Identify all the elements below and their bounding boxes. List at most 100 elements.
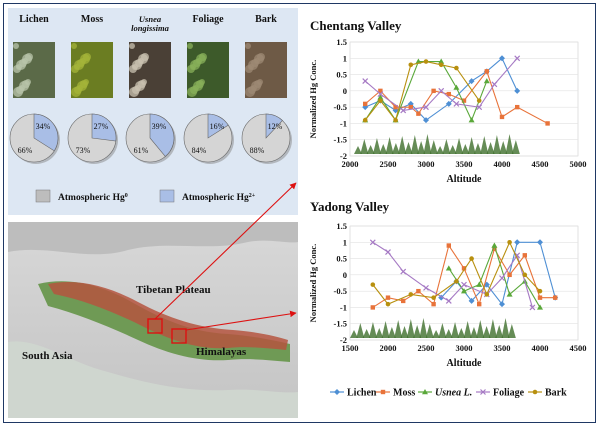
series-point-0-3-1 (377, 91, 384, 98)
chart-xtick-0-5: 4500 (532, 159, 549, 169)
chentang-chart: -2 -1.5 -1 -0.5 0 0.5 1 1.5 2000 2500 3000 3500 4000… (308, 37, 587, 185)
chart-tree-0 (480, 136, 489, 154)
series-point-1-4-6 (484, 292, 490, 297)
chart-tree-0 (486, 142, 495, 154)
legend-item-3: Foliage (476, 388, 525, 399)
pie-label-top-1: 27% (94, 122, 109, 131)
specimen-photo-texture-4 (245, 43, 251, 49)
specimen-label-0: Lichen (19, 14, 49, 25)
series-point-0-1-8 (484, 69, 489, 74)
series-1-3 (369, 239, 536, 311)
pie-legend: Atmospheric Hg0 Atmospheric Hg2+ (35, 189, 256, 203)
series-0-4 (362, 59, 482, 123)
series-point-1-1-10 (522, 253, 527, 258)
series-point-1-3-5 (461, 281, 467, 288)
specimen-photo-texture-1 (83, 53, 91, 61)
chart-ytick-0-1: -1.5 (334, 135, 347, 145)
series-point-0-1-2 (393, 104, 398, 110)
pie-legend-hg2-swatch (159, 189, 175, 203)
pie-4: 12% 88% (241, 113, 292, 164)
chart-title-chentang: Chentang Valley (310, 18, 402, 33)
series-point-0-4-1 (378, 98, 383, 103)
series-point-0-0-4 (423, 117, 429, 124)
specimen-label-4: Bark (255, 14, 277, 25)
chart-tree-0 (455, 138, 464, 154)
chart-xtick-1-6: 4500 (570, 343, 587, 353)
pie-hg2-slice-2 (149, 113, 175, 157)
chart-trees-0 (354, 134, 520, 154)
chart-tree-1 (476, 320, 485, 338)
series-point-1-0-5 (514, 239, 521, 246)
chart-ytick-0-4: 0 (343, 86, 347, 96)
chart-tree-1 (432, 330, 441, 338)
legend-item-2: Usnea L. (418, 388, 472, 399)
chart-tree-1 (419, 318, 428, 338)
pie-hg2-slice-3 (207, 113, 229, 139)
pie-label-bottom-1: 73% (76, 146, 91, 155)
legend-label-0: Lichen (347, 388, 377, 399)
specimen-photo-texture-2 (141, 79, 147, 85)
series-point-1-1-12 (553, 295, 558, 300)
chart-tree-0 (360, 139, 369, 154)
specimen-photo-texture-0 (25, 53, 33, 61)
chart-tree-1 (350, 330, 358, 338)
pie-hg2-slice-1 (91, 113, 117, 142)
chart-ytick-0-6: 1 (343, 53, 347, 63)
map-lowland (8, 341, 298, 418)
specimen-label-2: Usnea (139, 14, 162, 24)
specimen-photo-1 (71, 42, 113, 98)
specimen-photo-texture-3 (199, 53, 207, 61)
pie-0: 34% 66% (9, 113, 60, 164)
figure-frame (3, 3, 596, 423)
pie-legend-hg2-label: Atmospheric Hg2+ (182, 193, 256, 203)
chart-tree-0 (492, 135, 501, 154)
series-line-0-2 (364, 60, 488, 122)
chart-tree-1 (482, 326, 491, 338)
chart-xtick-1-4: 3500 (494, 343, 511, 353)
series-point-1-3-3 (423, 284, 429, 291)
chart-tree-0 (423, 134, 432, 154)
chart-ylabel-1: Normalized Hg Conc. (308, 244, 318, 323)
yadong-box (171, 328, 187, 344)
series-point-0-1-4 (416, 111, 421, 116)
series-line-1-0 (440, 241, 556, 306)
specimen-photo-texture-2 (141, 53, 149, 61)
chart-tree-1 (375, 328, 384, 338)
chart-xlabel-0: Altitude (447, 174, 483, 185)
chart-tree-1 (495, 325, 504, 338)
series-point-1-4-5 (469, 256, 474, 261)
series-point-0-4-5 (438, 62, 444, 68)
legend-item-0: Lichen (330, 388, 377, 399)
chart-ytick-1-5: 0.5 (336, 254, 347, 264)
legend-marker-1 (380, 389, 386, 395)
chart-xtick-0-1: 2500 (380, 159, 397, 169)
chart-tree-0 (385, 137, 394, 154)
series-point-0-1-10 (515, 104, 520, 110)
series-point-0-3-2 (400, 107, 407, 114)
chart-tree-0 (410, 135, 419, 154)
chart-tree-1 (406, 319, 415, 338)
chart-ytick-0-0: -2 (340, 151, 347, 161)
chart-tree-0 (398, 136, 407, 154)
chart-xtick-1-5: 4000 (532, 343, 549, 353)
series-line-0-4 (364, 60, 480, 122)
chart-tree-0 (461, 144, 470, 154)
chart-tree-1 (451, 322, 460, 338)
series-point-0-0-5 (445, 100, 452, 107)
chart-trees-1 (350, 318, 516, 338)
series-line-0-0 (364, 57, 518, 121)
series-point-1-1-11 (537, 295, 543, 300)
pie-label-bottom-4: 88% (250, 146, 265, 155)
chart-tree-1 (463, 321, 472, 338)
chart-ytick-1-2: -1 (340, 302, 347, 312)
series-point-1-0-4 (499, 301, 505, 308)
pie-label-top-4: 12% (268, 122, 283, 131)
specimen-label-1: Moss (81, 14, 103, 25)
pie-label-bottom-0: 66% (18, 146, 33, 155)
pie-3: 16% 84% (183, 113, 234, 164)
chart-ytick-0-5: 0.5 (336, 70, 347, 80)
series-point-0-4-3 (408, 62, 414, 68)
series-line-1-4 (372, 240, 541, 305)
chart-xtick-1-0: 1500 (342, 343, 359, 353)
chart-ytick-1-7: 1.5 (336, 221, 347, 231)
